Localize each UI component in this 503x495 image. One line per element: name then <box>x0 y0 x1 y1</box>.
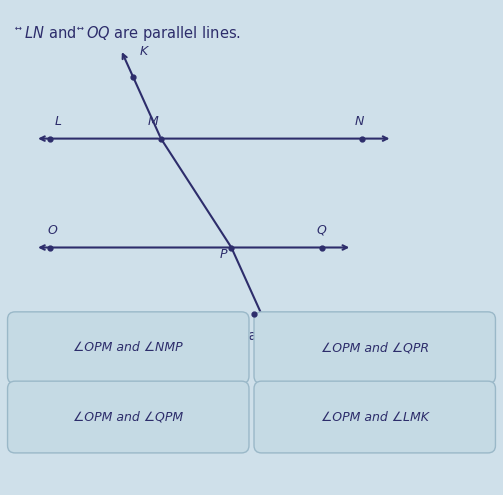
FancyBboxPatch shape <box>8 312 249 384</box>
FancyBboxPatch shape <box>254 312 495 384</box>
Text: N: N <box>355 115 364 128</box>
Text: $\overleftrightarrow{LN}$ and $\overleftrightarrow{OQ}$ are parallel lines.: $\overleftrightarrow{LN}$ and $\overleft… <box>15 24 241 43</box>
Text: Which angles are supplementary angles?: Which angles are supplementary angles? <box>15 329 302 343</box>
Text: R: R <box>260 328 269 341</box>
Text: ∠OPM and ∠LMK: ∠OPM and ∠LMK <box>321 410 429 424</box>
Text: K: K <box>139 46 147 58</box>
Text: L: L <box>54 115 61 128</box>
Text: ∠OPM and ∠QPM: ∠OPM and ∠QPM <box>73 410 183 424</box>
Text: ∠OPM and ∠QPR: ∠OPM and ∠QPR <box>321 341 429 354</box>
FancyBboxPatch shape <box>254 381 495 453</box>
Text: M: M <box>148 115 159 128</box>
Text: ∠OPM and ∠NMP: ∠OPM and ∠NMP <box>73 341 183 354</box>
Text: Q: Q <box>317 224 327 237</box>
Text: O: O <box>48 224 58 237</box>
FancyBboxPatch shape <box>8 381 249 453</box>
Text: P: P <box>220 248 227 261</box>
